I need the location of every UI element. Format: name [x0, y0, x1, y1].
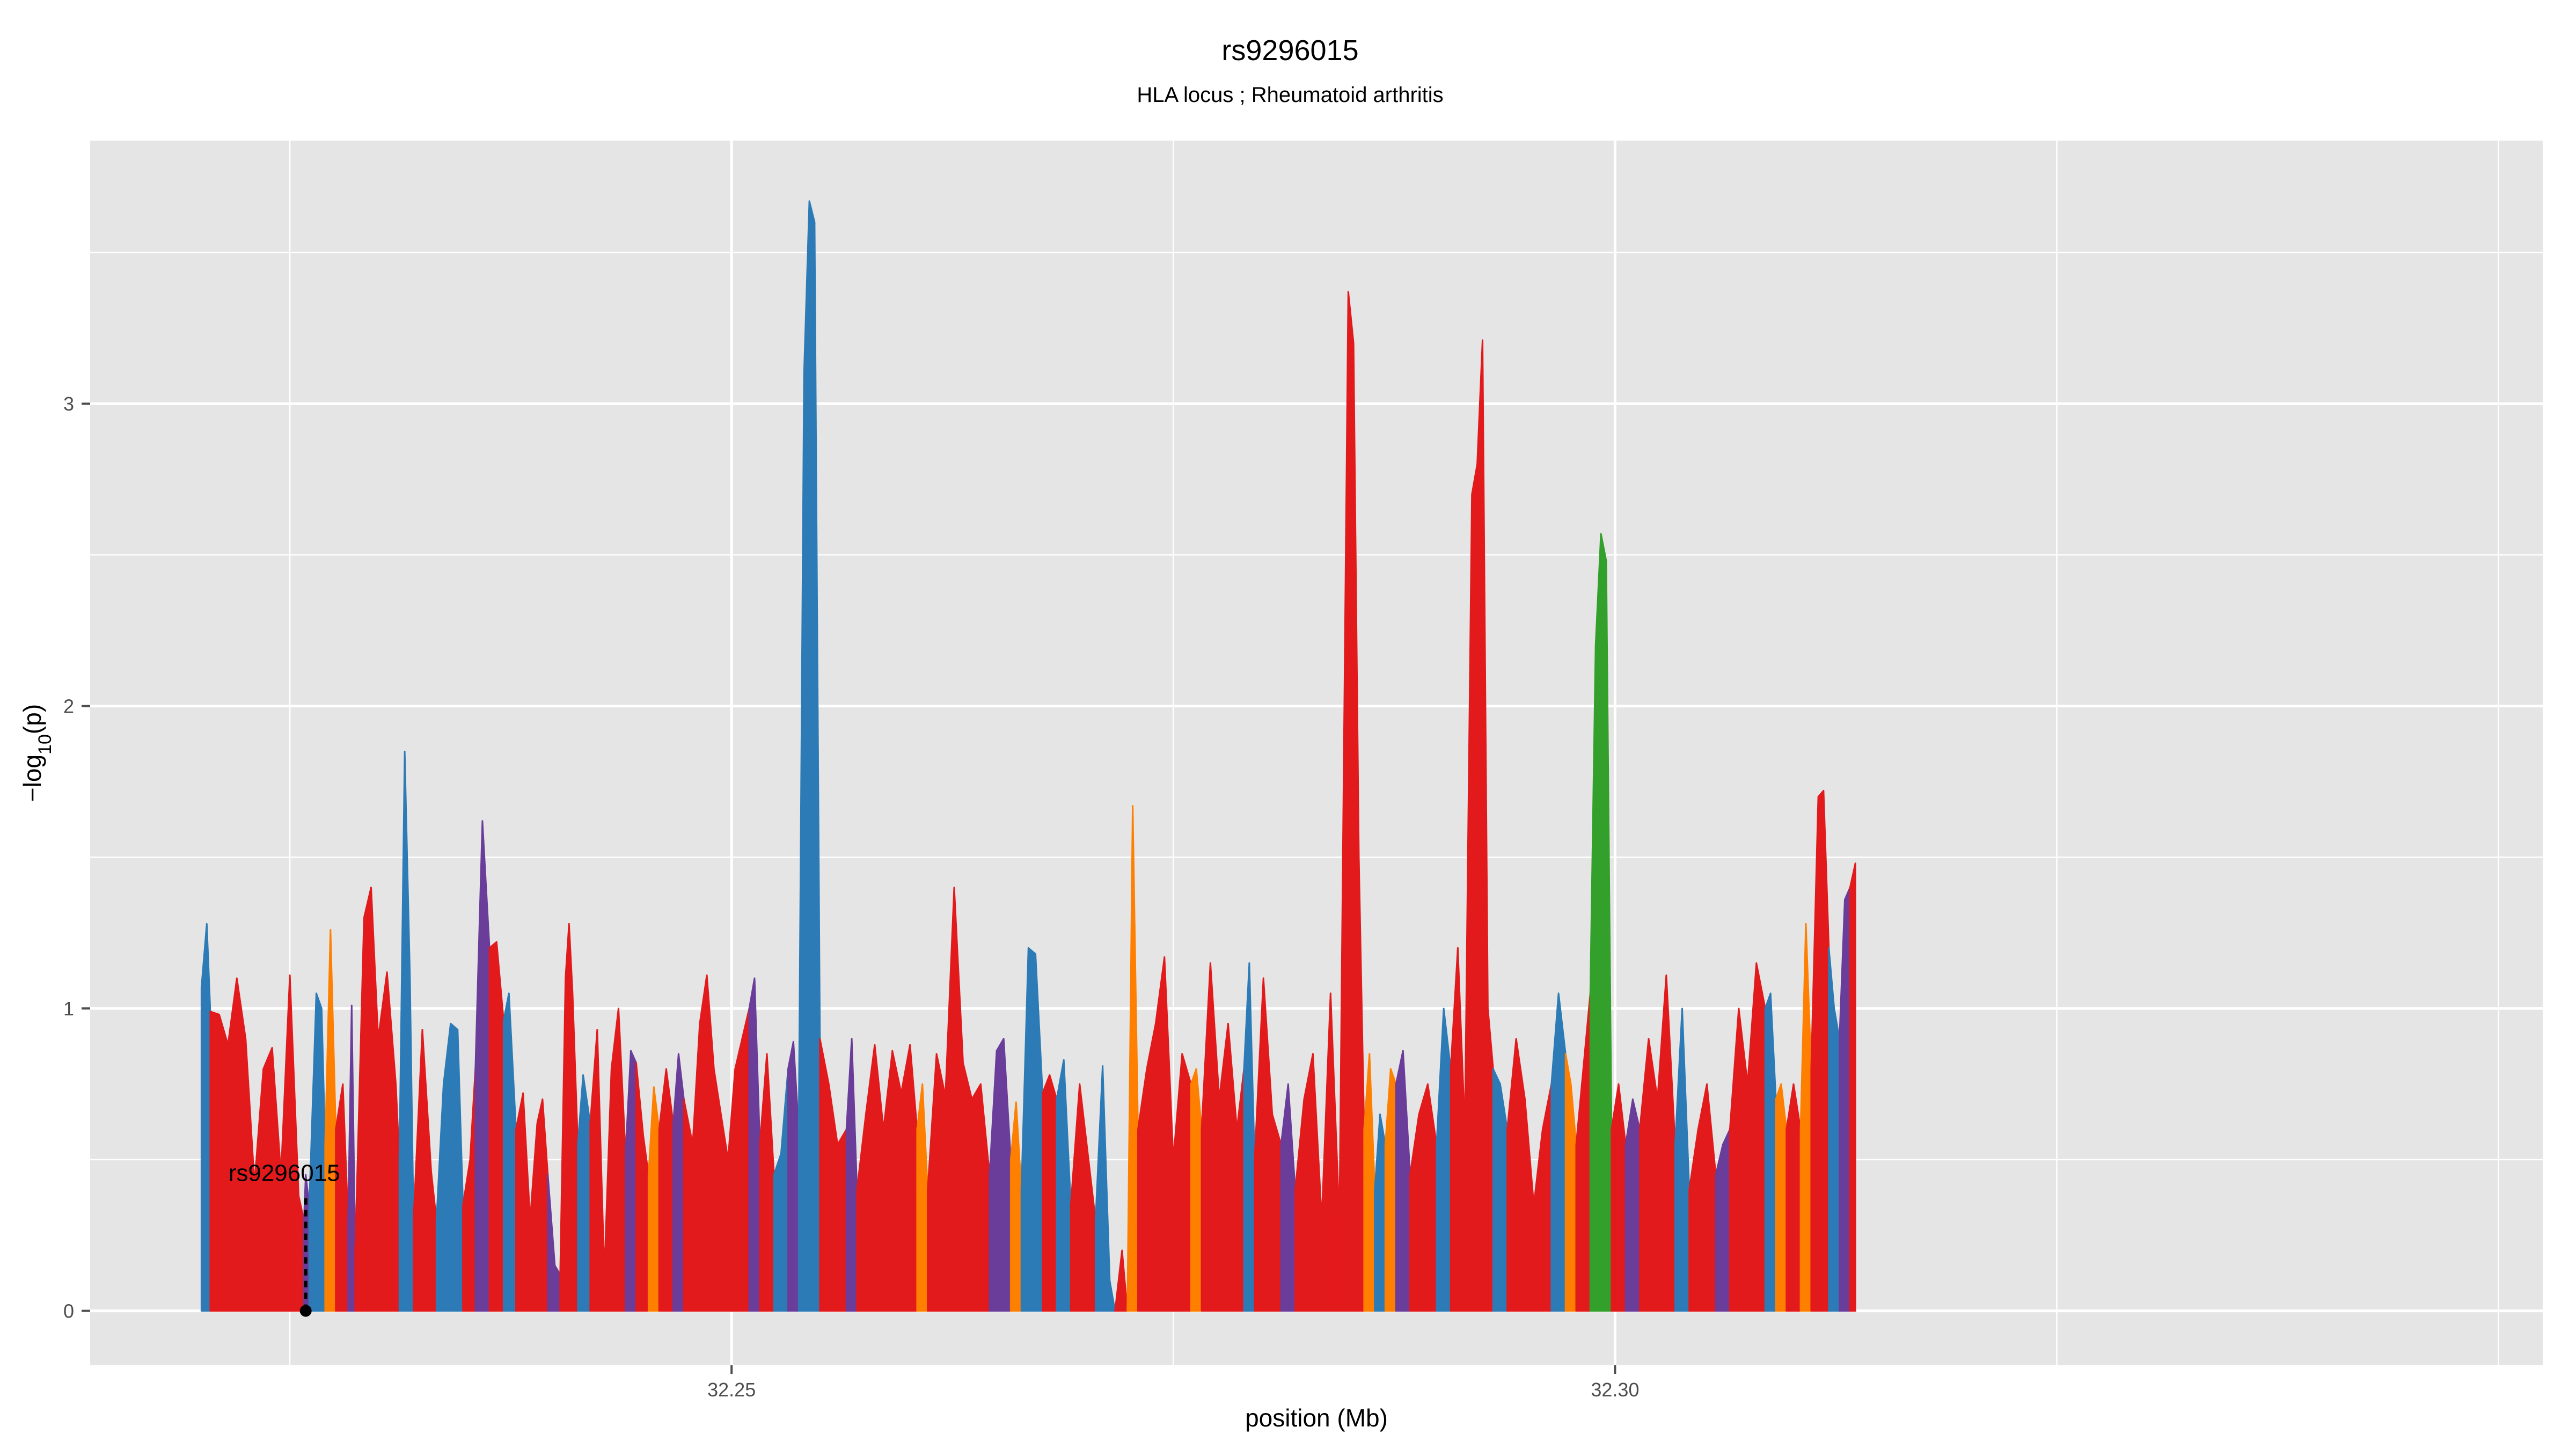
- area-segment-blue: [1828, 947, 1841, 1312]
- area-segment-purple: [347, 1005, 356, 1312]
- area-segment-red: [635, 1062, 649, 1312]
- area-segment-blue: [1764, 992, 1777, 1312]
- area-segment-blue: [200, 923, 211, 1312]
- area-segment-blue: [1374, 1113, 1386, 1312]
- annotation-layer: rs9296015: [229, 1160, 340, 1317]
- area-segment-purple: [845, 1038, 858, 1312]
- area-segment-red: [488, 941, 504, 1312]
- area-segment-purple: [547, 1174, 561, 1312]
- area-segment-purple: [1280, 1083, 1296, 1312]
- area-segment-orange: [1363, 1053, 1376, 1312]
- area-segment-purple: [748, 977, 761, 1312]
- area-segment-blue: [1550, 992, 1567, 1312]
- area-segment-blue: [1243, 962, 1256, 1312]
- area-segment-orange: [1384, 1068, 1397, 1312]
- area-segment-orange: [647, 1086, 660, 1312]
- area-segment-blue: [1094, 1065, 1116, 1312]
- area-segment-orange: [916, 1083, 929, 1312]
- area-segment-red: [1114, 1249, 1129, 1312]
- area-segment-red: [1849, 862, 1856, 1312]
- area-segment-purple: [1715, 1129, 1731, 1312]
- area-segment-orange: [1564, 1053, 1577, 1312]
- area-segment-blue: [1674, 1007, 1690, 1312]
- area-segment-blue: [577, 1074, 591, 1312]
- area-segment-purple: [474, 820, 491, 1312]
- area-segment-purple: [1839, 887, 1851, 1312]
- area-segment-red: [1575, 992, 1591, 1312]
- y-tick-label: 0: [63, 1300, 74, 1322]
- annotation-label: rs9296015: [229, 1160, 340, 1186]
- y-tick-label: 2: [63, 696, 74, 718]
- area-segment-purple: [625, 1050, 637, 1312]
- area-segment-purple: [1395, 1050, 1411, 1312]
- y-axis-label: −log10(p): [18, 704, 55, 802]
- area-segment-orange: [1799, 923, 1812, 1312]
- area-segment-purple: [1624, 1098, 1641, 1312]
- area-segment-purple: [672, 1053, 685, 1312]
- annotation-point: [299, 1305, 312, 1317]
- area-segment-orange: [1190, 1068, 1203, 1312]
- area-segment-orange: [1775, 1083, 1788, 1312]
- area-segment-red: [1785, 1083, 1802, 1312]
- area-segment-red: [1450, 947, 1466, 1312]
- x-tick-label: 32.25: [707, 1379, 756, 1401]
- area-segment-red: [462, 1068, 477, 1312]
- area-segment-blue: [1492, 1068, 1509, 1312]
- area-segment-red: [1611, 1083, 1627, 1312]
- x-axis-label: position (Mb): [1245, 1404, 1388, 1432]
- area-segment-red: [1042, 1074, 1058, 1312]
- axis-layer: 0 1 2 3 32.25 32.30: [63, 393, 1640, 1401]
- area-segment-purple: [787, 1041, 800, 1312]
- area-segment-red: [209, 974, 305, 1312]
- area-segment-blue: [773, 1068, 789, 1312]
- area-segment-red: [658, 1068, 674, 1312]
- area-segment-orange: [1009, 1101, 1022, 1312]
- area-segment-orange: [324, 929, 337, 1312]
- chart-subtitle: HLA locus ; Rheumatoid arthritis: [1137, 83, 1443, 107]
- area-segment-red: [759, 1053, 775, 1312]
- area-segment-blue: [1436, 1007, 1452, 1312]
- area-segment-red: [335, 1083, 349, 1312]
- area-segment-blue: [1056, 1059, 1072, 1312]
- chart-title: rs9296015: [1221, 34, 1358, 67]
- area-layer: [200, 200, 1856, 1312]
- x-tick-label: 32.30: [1591, 1379, 1639, 1401]
- y-tick-label: 1: [63, 998, 74, 1020]
- y-tick-label: 3: [63, 393, 74, 415]
- area-segment-blue: [502, 992, 517, 1312]
